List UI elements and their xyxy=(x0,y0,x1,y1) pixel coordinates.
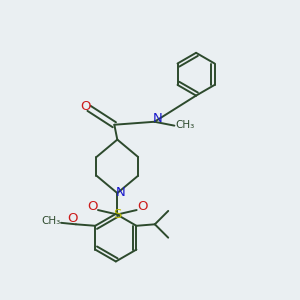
Text: O: O xyxy=(87,200,97,213)
Text: O: O xyxy=(80,100,91,112)
Text: CH₃: CH₃ xyxy=(41,216,60,226)
Text: O: O xyxy=(68,212,78,225)
Text: CH₃: CH₃ xyxy=(175,120,194,130)
Text: O: O xyxy=(137,200,148,213)
Text: N: N xyxy=(116,186,125,199)
Text: N: N xyxy=(153,112,162,125)
Text: S: S xyxy=(113,208,122,221)
